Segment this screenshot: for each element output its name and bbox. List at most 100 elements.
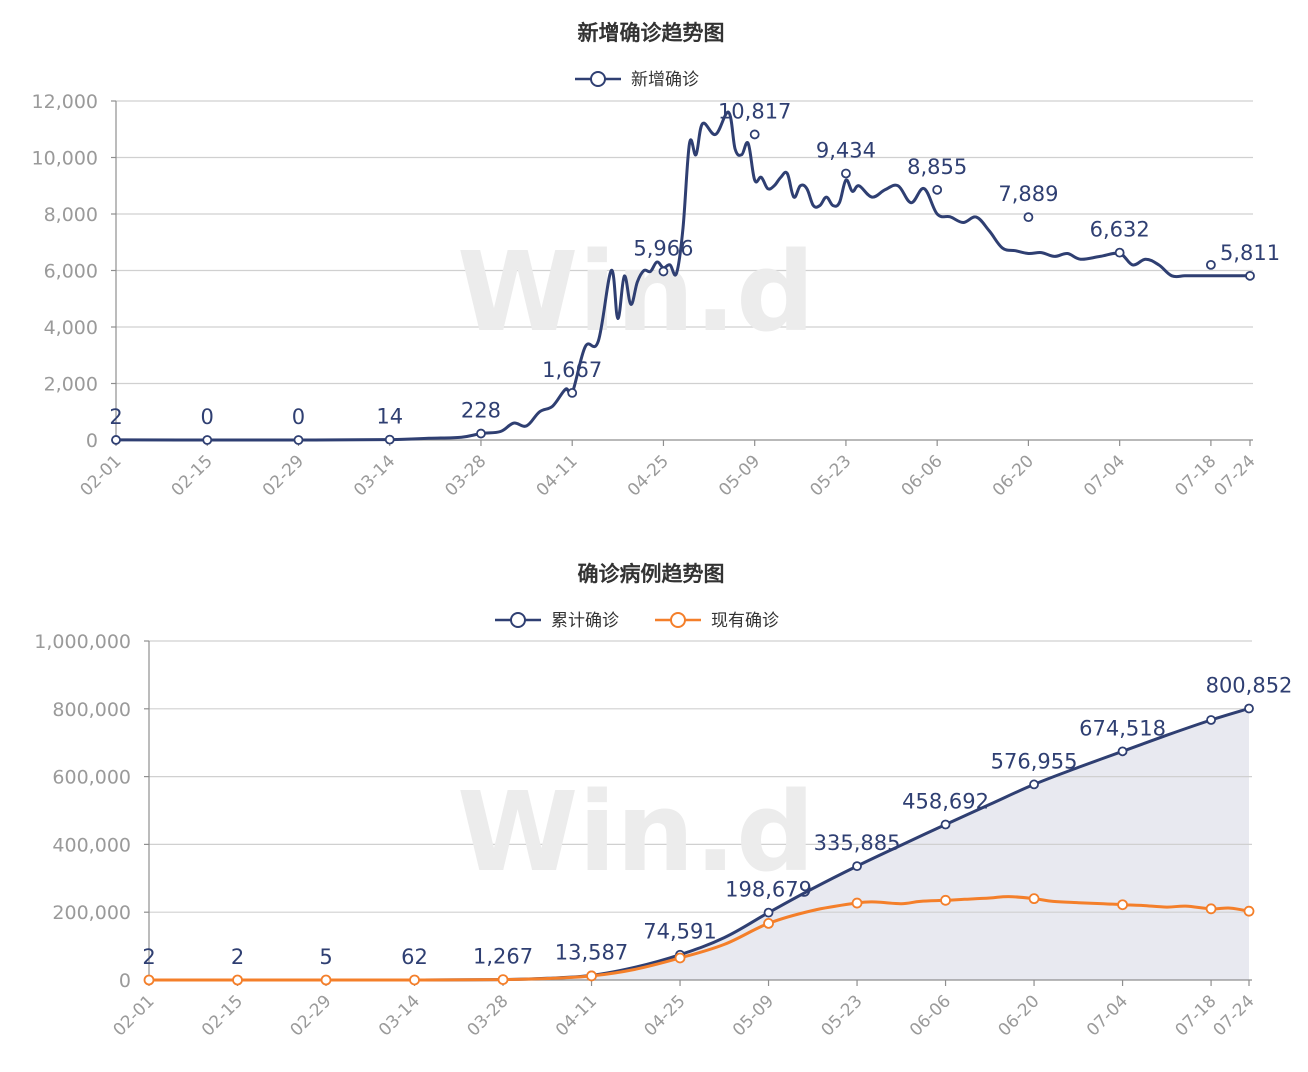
- data-label: 674,518: [1079, 716, 1166, 740]
- data-point[interactable]: [111, 435, 121, 445]
- data-point[interactable]: [674, 952, 686, 964]
- legend-label: 新增确诊: [631, 70, 699, 90]
- new-cases-chart: 新增确诊趋势图 新增确诊 Win.d 02,0004,0006,0008,000…: [32, 21, 1281, 500]
- y-tick-label: 0: [86, 430, 98, 452]
- data-label: 0: [292, 405, 305, 429]
- x-tick-label: 07-18: [1172, 991, 1221, 1040]
- x-tick-label: 07-24: [1209, 991, 1258, 1040]
- data-label: 10,817: [718, 99, 791, 123]
- data-label: 7,889: [998, 182, 1058, 206]
- data-point[interactable]: [841, 168, 851, 179]
- data-point[interactable]: [1244, 703, 1254, 714]
- data-point[interactable]: [1028, 893, 1040, 905]
- y-tick-label: 200,000: [52, 902, 131, 924]
- confirmed-cases-points: [143, 703, 1255, 986]
- y-tick-label: 10,000: [32, 148, 98, 170]
- x-tick-label: 02-01: [76, 451, 125, 500]
- data-point[interactable]: [1206, 715, 1216, 725]
- data-point[interactable]: [497, 974, 509, 985]
- data-point[interactable]: [384, 434, 395, 445]
- new-cases-chart-title: 新增确诊趋势图: [578, 21, 725, 45]
- data-label: 74,591: [643, 920, 716, 944]
- x-tick-label: 04-25: [624, 451, 673, 500]
- data-point[interactable]: [1023, 212, 1034, 223]
- data-point[interactable]: [1205, 903, 1217, 915]
- x-tick-label: 07-24: [1210, 451, 1259, 500]
- data-label: 62: [401, 945, 428, 969]
- data-point[interactable]: [852, 861, 862, 872]
- x-tick-label: 05-23: [806, 451, 855, 500]
- data-label: 800,852: [1206, 674, 1293, 698]
- data-label: 458,692: [902, 790, 989, 814]
- data-point[interactable]: [940, 894, 951, 906]
- data-point[interactable]: [1243, 905, 1255, 917]
- y-tick-label: 4,000: [44, 317, 98, 339]
- data-point[interactable]: [1205, 259, 1216, 270]
- x-tick-label: 03-14: [350, 451, 399, 500]
- new-cases-y-axis: 0 2,000 4,000 6,000 8,000 10,000 12,000: [32, 91, 117, 452]
- legend-item[interactable]: 累计确诊: [495, 611, 619, 631]
- watermark-bottom: Win.d: [457, 768, 815, 896]
- data-point[interactable]: [476, 428, 486, 439]
- y-tick-label: 600,000: [52, 767, 131, 789]
- confirmed-cases-data-labels: 2 2 5 62 1,267 13,587 74,591 198,679335,885458,…: [142, 674, 1292, 969]
- data-label: 228: [461, 399, 501, 423]
- legend-label: 现有确诊: [711, 611, 779, 631]
- confirmed-cases-x-axis: 02-01 02-15 02-29 03-14 03-28 04-11 04-25 05-09…: [109, 980, 1259, 1040]
- legend-marker: [510, 612, 526, 628]
- data-point[interactable]: [1245, 270, 1255, 281]
- x-tick-label: 02-29: [259, 451, 308, 500]
- data-point[interactable]: [202, 435, 213, 445]
- data-point[interactable]: [320, 974, 332, 986]
- data-point[interactable]: [932, 184, 943, 195]
- data-point[interactable]: [1117, 899, 1128, 911]
- data-point[interactable]: [658, 266, 669, 277]
- x-tick-label: 07-04: [1080, 451, 1129, 500]
- x-tick-label: 07-04: [1083, 991, 1132, 1040]
- data-label: 2: [231, 945, 244, 969]
- data-point[interactable]: [851, 897, 863, 909]
- x-tick-label: 04-11: [533, 451, 582, 500]
- data-label: 5,966: [633, 236, 693, 260]
- data-point[interactable]: [567, 388, 578, 398]
- data-point[interactable]: [1117, 746, 1128, 757]
- legend-label: 累计确诊: [551, 611, 619, 631]
- data-point[interactable]: [143, 974, 155, 986]
- new-cases-legend[interactable]: 新增确诊: [575, 70, 699, 90]
- data-point[interactable]: [749, 129, 760, 140]
- data-label: 0: [201, 405, 214, 429]
- y-tick-label: 800,000: [52, 699, 131, 721]
- data-point[interactable]: [763, 917, 774, 929]
- y-tick-label: 12,000: [32, 91, 98, 113]
- legend-marker: [590, 71, 606, 87]
- legend-item[interactable]: 新增确诊: [575, 70, 699, 90]
- data-point[interactable]: [586, 970, 597, 982]
- data-point[interactable]: [763, 907, 774, 918]
- x-tick-label: 06-20: [995, 991, 1044, 1040]
- data-label: 335,885: [814, 831, 901, 855]
- confirmed-cases-legend[interactable]: 累计确诊 现有确诊: [495, 611, 779, 631]
- y-tick-label: 400,000: [52, 834, 131, 856]
- data-point[interactable]: [1029, 779, 1039, 790]
- legend-item[interactable]: 现有确诊: [655, 611, 779, 631]
- x-tick-label: 04-25: [640, 991, 689, 1040]
- x-tick-label: 07-18: [1171, 451, 1220, 500]
- data-point[interactable]: [409, 974, 420, 986]
- x-tick-label: 05-23: [818, 991, 867, 1040]
- data-label: 1,267: [473, 945, 533, 969]
- x-tick-label: 03-28: [463, 991, 512, 1040]
- x-tick-label: 02-15: [168, 451, 217, 500]
- confirmed-cases-chart-title: 确诊病例趋势图: [578, 562, 725, 586]
- data-point[interactable]: [293, 435, 304, 445]
- data-point[interactable]: [232, 974, 243, 986]
- y-tick-label: 0: [119, 970, 131, 992]
- x-tick-label: 05-09: [715, 451, 764, 500]
- data-label: 5: [319, 945, 332, 969]
- new-cases-data-labels: 2 0 0 14 228 1,667 5,966 10,817 9,434 8,855 7,889 6…: [109, 99, 1280, 429]
- data-label: 1,667: [542, 358, 602, 382]
- data-label: 2: [109, 405, 122, 429]
- series-line: [149, 895, 1250, 982]
- data-point[interactable]: [1114, 247, 1125, 258]
- data-point[interactable]: [940, 819, 951, 830]
